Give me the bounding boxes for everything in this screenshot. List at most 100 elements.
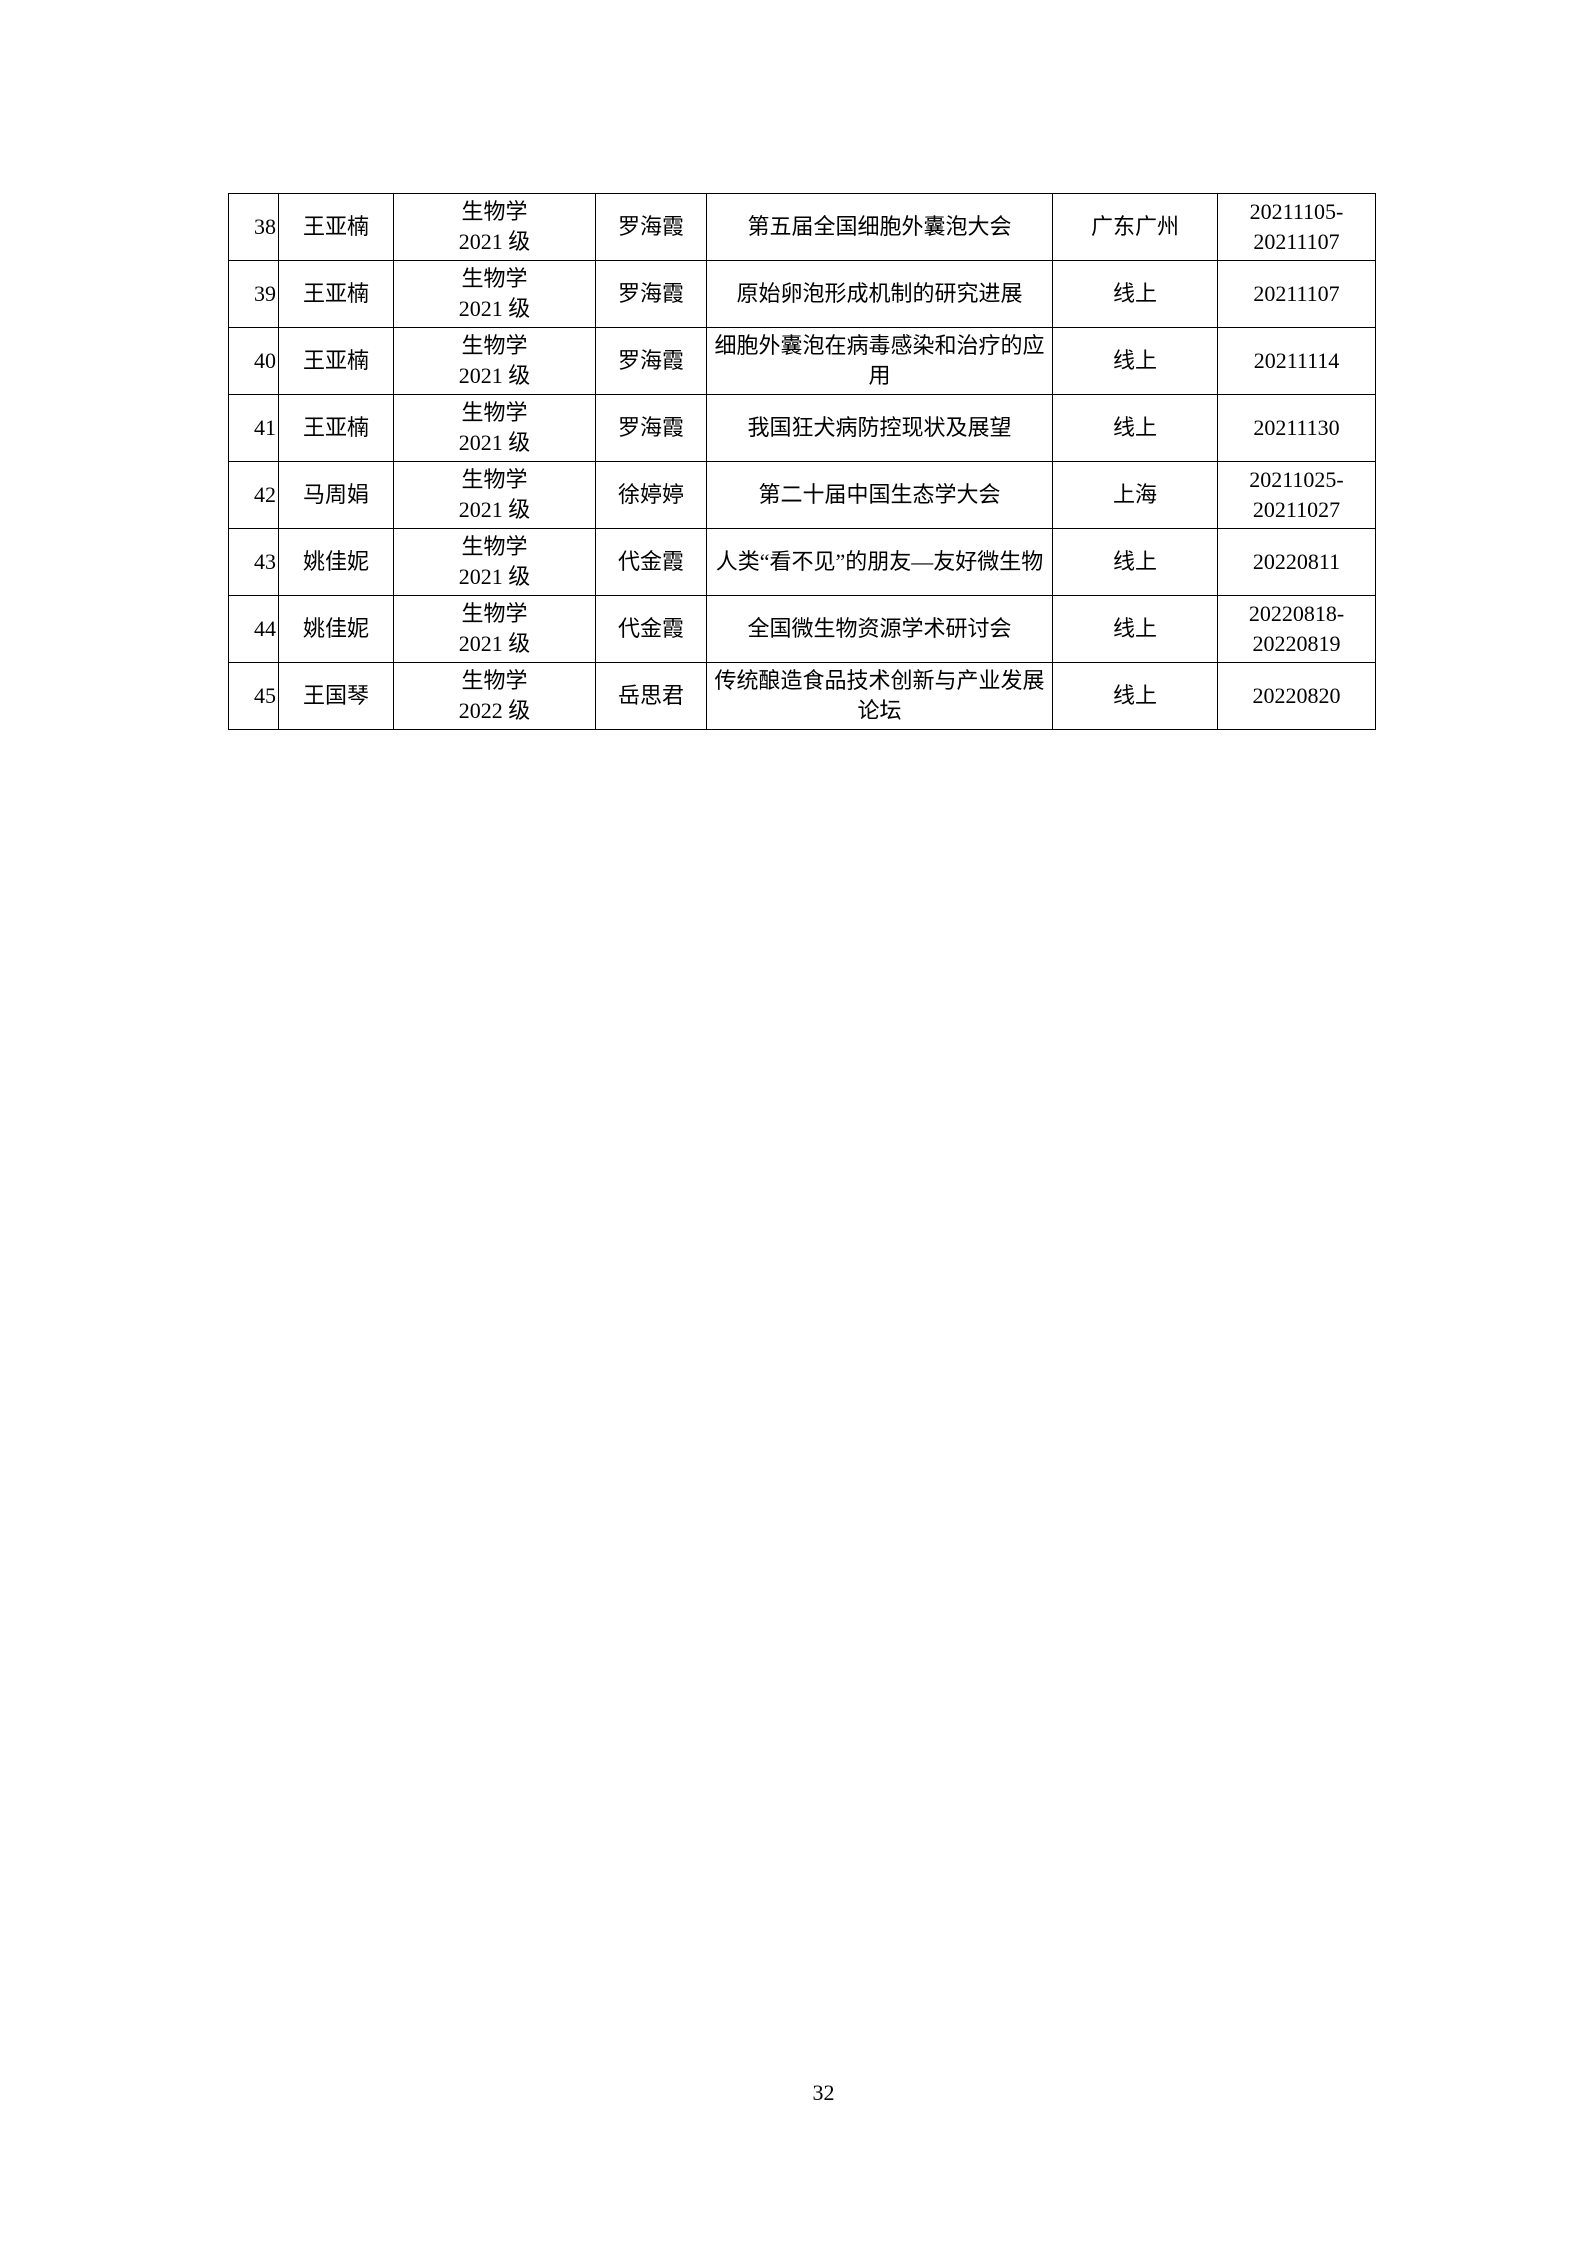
name-text: 王国琴: [302, 683, 369, 708]
advisor-cell: 罗海霞: [595, 327, 707, 395]
name-text: 王亚楠: [302, 281, 369, 306]
number-text: 45: [254, 683, 276, 708]
location-text: 线上: [1112, 549, 1157, 574]
major-grade-cell: 生物学 2021 级: [393, 461, 596, 529]
major-text: 生物学: [461, 266, 528, 291]
table-row: 39 王亚楠 生物学 2021 级 罗海霞 原始卵泡形成机制的研究进展 线上 20211107: [228, 260, 1376, 328]
event-text: 人类“看不见”的朋友—友好微生物: [715, 549, 1044, 574]
name-cell: 王国琴: [278, 662, 394, 730]
grade-text: 2021 级: [458, 363, 531, 388]
major-grade-cell: 生物学 2022 级: [393, 662, 596, 730]
major-text: 生物学: [461, 601, 528, 626]
date-text: 20211105-20211107: [1249, 199, 1344, 254]
grade-text: 2021 级: [458, 430, 531, 455]
grade-text: 2021 级: [458, 564, 531, 589]
advisor-cell: 罗海霞: [595, 193, 707, 261]
date-text: 20211114: [1253, 348, 1340, 373]
name-text: 王亚楠: [302, 415, 369, 440]
event-cell: 我国狂犬病防控现状及展望: [706, 394, 1053, 462]
event-cell: 人类“看不见”的朋友—友好微生物: [706, 528, 1053, 596]
table-row: 42 马周娟 生物学 2021 级 徐婷婷 第二十届中国生态学大会 上海 20211025-2…: [228, 461, 1376, 529]
advisor-text: 岳思君: [617, 683, 684, 708]
major-grade-cell: 生物学 2021 级: [393, 394, 596, 462]
event-text: 细胞外囊泡在病毒感染和治疗的应用: [714, 333, 1045, 388]
number-cell: 41: [228, 394, 279, 462]
number-cell: 45: [228, 662, 279, 730]
advisor-cell: 代金霞: [595, 595, 707, 663]
advisor-text: 罗海霞: [617, 415, 684, 440]
event-text: 原始卵泡形成机制的研究进展: [736, 281, 1023, 306]
name-text: 姚佳妮: [302, 549, 369, 574]
number-text: 39: [254, 281, 276, 306]
location-cell: 线上: [1052, 394, 1218, 462]
major-grade-cell: 生物学 2021 级: [393, 595, 596, 663]
location-text: 线上: [1112, 415, 1157, 440]
event-cell: 细胞外囊泡在病毒感染和治疗的应用: [706, 327, 1053, 395]
table-row: 45 王国琴 生物学 2022 级 岳思君 传统酿造食品技术创新与产业发展论坛 线上 2022…: [228, 662, 1376, 730]
event-cell: 原始卵泡形成机制的研究进展: [706, 260, 1053, 328]
table-row: 40 王亚楠 生物学 2021 级 罗海霞 细胞外囊泡在病毒感染和治疗的应用 线上 20211…: [228, 327, 1376, 395]
page-number: 32: [812, 2080, 835, 2105]
number-cell: 42: [228, 461, 279, 529]
date-text: 20211107: [1253, 281, 1340, 306]
number-text: 40: [254, 348, 276, 373]
location-cell: 线上: [1052, 528, 1218, 596]
number-text: 38: [254, 214, 276, 239]
number-cell: 39: [228, 260, 279, 328]
grade-text: 2021 级: [458, 497, 531, 522]
advisor-cell: 罗海霞: [595, 260, 707, 328]
name-cell: 马周娟: [278, 461, 394, 529]
name-text: 王亚楠: [302, 214, 369, 239]
event-cell: 第五届全国细胞外囊泡大会: [706, 193, 1053, 261]
name-text: 王亚楠: [302, 348, 369, 373]
name-cell: 王亚楠: [278, 260, 394, 328]
date-cell: 20211130: [1217, 394, 1376, 462]
name-cell: 姚佳妮: [278, 595, 394, 663]
location-text: 线上: [1112, 281, 1157, 306]
major-text: 生物学: [461, 467, 528, 492]
event-text: 全国微生物资源学术研讨会: [747, 616, 1012, 641]
number-cell: 40: [228, 327, 279, 395]
advisor-text: 代金霞: [617, 616, 684, 641]
table-row: 41 王亚楠 生物学 2021 级 罗海霞 我国狂犬病防控现状及展望 线上 20211130: [228, 394, 1376, 462]
number-text: 43: [254, 549, 276, 574]
table-row: 44 姚佳妮 生物学 2021 级 代金霞 全国微生物资源学术研讨会 线上 20220818-…: [228, 595, 1376, 663]
major-text: 生物学: [461, 668, 528, 693]
major-grade-cell: 生物学 2021 级: [393, 327, 596, 395]
date-cell: 20211114: [1217, 327, 1376, 395]
event-cell: 传统酿造食品技术创新与产业发展论坛: [706, 662, 1053, 730]
number-cell: 44: [228, 595, 279, 663]
location-text: 上海: [1112, 482, 1157, 507]
major-grade-cell: 生物学 2021 级: [393, 260, 596, 328]
location-text: 广东广州: [1090, 214, 1179, 239]
name-text: 马周娟: [302, 482, 369, 507]
location-cell: 上海: [1052, 461, 1218, 529]
table-row: 38 王亚楠 生物学 2021 级 罗海霞 第五届全国细胞外囊泡大会 广东广州 2021110…: [228, 193, 1376, 261]
number-cell: 43: [228, 528, 279, 596]
event-text: 第二十届中国生态学大会: [758, 482, 1001, 507]
event-text: 第五届全国细胞外囊泡大会: [747, 214, 1012, 239]
number-cell: 38: [228, 193, 279, 261]
advisor-cell: 岳思君: [595, 662, 707, 730]
name-cell: 姚佳妮: [278, 528, 394, 596]
advisor-cell: 代金霞: [595, 528, 707, 596]
event-text: 传统酿造食品技术创新与产业发展论坛: [714, 668, 1045, 723]
grade-text: 2021 级: [458, 296, 531, 321]
date-cell: 20220820: [1217, 662, 1376, 730]
grade-text: 2021 级: [458, 631, 531, 656]
advisor-text: 徐婷婷: [617, 482, 684, 507]
location-cell: 线上: [1052, 662, 1218, 730]
location-text: 线上: [1112, 348, 1157, 373]
grade-text: 2021 级: [458, 229, 531, 254]
major-grade-cell: 生物学 2021 级: [393, 528, 596, 596]
advisor-text: 代金霞: [617, 549, 684, 574]
name-cell: 王亚楠: [278, 394, 394, 462]
conference-table: 38 王亚楠 生物学 2021 级罗海霞 第五届全国细胞外囊泡大会 广东广州 2021110…: [228, 193, 1376, 730]
major-grade-cell: 生物学 2021 级: [393, 193, 596, 261]
date-cell: 20220818-20220819: [1217, 595, 1376, 663]
major-text: 生物学: [461, 400, 528, 425]
date-text: 20220818-20220819: [1248, 601, 1345, 656]
advisor-text: 罗海霞: [617, 214, 684, 239]
date-text: 20211025-20211027: [1249, 467, 1344, 522]
number-text: 41: [254, 415, 276, 440]
